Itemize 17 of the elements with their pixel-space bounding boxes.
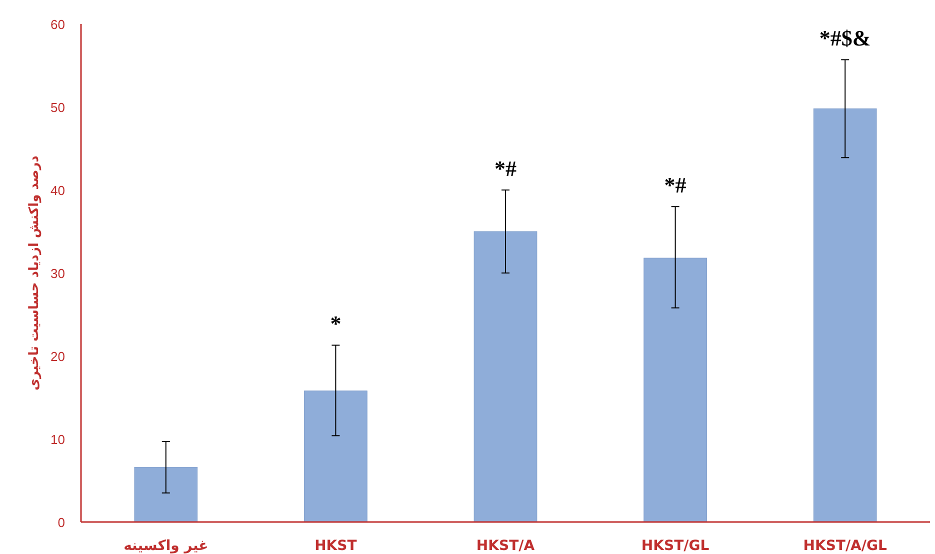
annotation: *# — [664, 172, 686, 198]
x-tick-label: HKST — [314, 538, 358, 554]
y-tick-label: 50 — [50, 100, 65, 115]
x-tick-label: HKST/GL — [641, 538, 710, 554]
x-tick-label: غیر واکسینه — [124, 538, 208, 554]
x-tick-label: HKST/A — [476, 538, 535, 554]
x-tick-label: HKST/A/GL — [803, 538, 888, 554]
y-tick-label: 0 — [58, 515, 65, 530]
annotation: *# — [494, 156, 516, 181]
y-tick-label: 10 — [50, 432, 65, 447]
y-tick-label: 60 — [50, 17, 65, 32]
y-tick-label: 40 — [50, 183, 65, 198]
y-axis-title: درصد واکنش ازدیاد حساسیت تاخیری — [27, 155, 42, 390]
annotation: *#$& — [819, 26, 871, 51]
annotation: * — [330, 311, 342, 336]
y-tick-label: 30 — [50, 266, 65, 281]
y-tick-label: 20 — [50, 349, 65, 364]
